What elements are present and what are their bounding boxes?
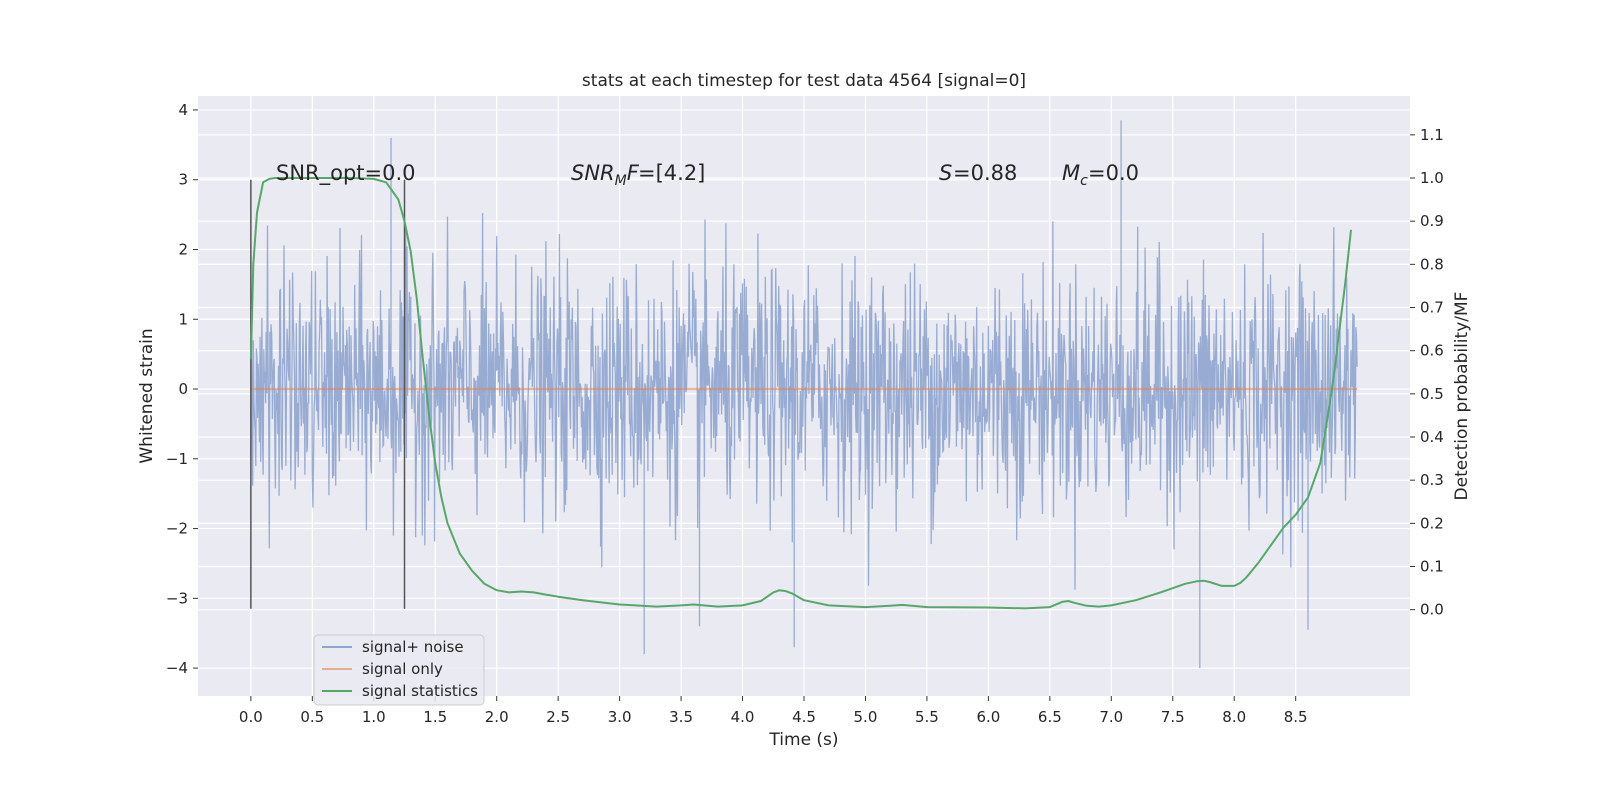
statistics-path (249, 177, 1352, 610)
y-tick-label: 3 (178, 171, 188, 189)
x-tick-label: 6.5 (1038, 708, 1062, 726)
mc-value: =0.0 (1088, 161, 1139, 185)
x-tick-label: 6.0 (976, 708, 1000, 726)
y2-tick-label: 0.0 (1420, 601, 1444, 619)
x-tick-label: 5.5 (915, 708, 939, 726)
legend-label-signal: signal only (362, 660, 443, 678)
legend: signal+ noise signal only signal statist… (313, 634, 485, 706)
x-tick-label: 8.0 (1222, 708, 1246, 726)
x-tick-label: 4.0 (731, 708, 755, 726)
annotation-s: S =0.88 (939, 161, 1017, 185)
annotation-mc: Mc =0.0 (1062, 161, 1139, 189)
y2-tick-label: 0.1 (1420, 558, 1444, 576)
chart-title: stats at each timestep for test data 456… (582, 71, 1026, 91)
y-tick-label: 4 (178, 101, 188, 119)
y2-tick-label: 0.5 (1420, 385, 1444, 403)
legend-label-statistics: signal statistics (362, 682, 478, 700)
y2-tick-label: 0.9 (1420, 212, 1444, 230)
annotations: SNR_opt=0.0 SNRMF =[4.2] S =0.88 Mc =0.0 (276, 161, 1139, 189)
x-tick-label: 1.5 (423, 708, 447, 726)
y2-tick-label: 0.8 (1420, 255, 1444, 273)
y-tick-label: −3 (166, 589, 188, 607)
y2-tick-label: 0.7 (1420, 299, 1444, 317)
x-tick-label: 7.5 (1161, 708, 1185, 726)
noise-path (250, 120, 1358, 669)
x-tick-label: 2.5 (546, 708, 570, 726)
y2-tick-label: 1.0 (1420, 169, 1444, 187)
snr-mf-value: =[4.2] (638, 161, 705, 185)
snr-mf-symbol: SNRMF (571, 161, 640, 189)
y2-tick-label: 1.1 (1420, 126, 1444, 144)
y2-tick-label: 0.6 (1420, 342, 1444, 360)
y-tick-label: 2 (178, 240, 188, 258)
x-tick-label: 5.0 (854, 708, 878, 726)
y-tick-label: −4 (166, 659, 188, 677)
y-tick-label: 1 (178, 310, 188, 328)
x-tick-label: 4.5 (792, 708, 816, 726)
annotation-snr-opt: SNR_opt=0.0 (276, 161, 416, 186)
y2-axis-label: Detection probability/MF (1452, 292, 1472, 501)
s-value: =0.88 (953, 161, 1017, 185)
y2-tick-label: 0.3 (1420, 471, 1444, 489)
x-axis-ticks: 0.0 0.5 1.0 1.5 2.0 2.5 3.0 3.5 4.0 4.5 5.0 5.5 6.0 6… (239, 696, 1308, 726)
x-tick-label: 0.5 (300, 708, 324, 726)
x-tick-label: 7.0 (1099, 708, 1123, 726)
legend-label-noise: signal+ noise (362, 638, 464, 656)
x-tick-label: 3.5 (669, 708, 693, 726)
y-tick-label: −2 (166, 520, 188, 538)
noise-trace (250, 120, 1358, 669)
y-tick-label: 0 (178, 380, 188, 398)
y-axis-ticks: 4 3 2 1 0 −1 −2 −3 −4 (166, 101, 198, 677)
x-tick-label: 0.0 (239, 708, 263, 726)
s-symbol: S (939, 161, 952, 185)
marker-lines (250, 179, 406, 609)
x-tick-label: 2.0 (485, 708, 509, 726)
statistics-trace (249, 177, 1352, 610)
x-axis-label: Time (s) (768, 730, 838, 750)
y-tick-label: −1 (166, 450, 188, 468)
annotation-snr-mf: SNRMF =[4.2] (571, 161, 705, 189)
legend-box (313, 634, 485, 706)
y2-tick-label: 0.2 (1420, 514, 1444, 532)
y2-axis-ticks: 1.1 1.0 0.9 0.8 0.7 0.6 0.5 0.4 0.3 0.2 0.1 0.0 (1410, 126, 1444, 619)
y-axis-label: Whitened strain (137, 328, 157, 463)
x-tick-label: 1.0 (362, 708, 386, 726)
x-tick-label: 3.0 (608, 708, 632, 726)
x-tick-label: 8.5 (1284, 708, 1308, 726)
y2-tick-label: 0.4 (1420, 428, 1444, 446)
